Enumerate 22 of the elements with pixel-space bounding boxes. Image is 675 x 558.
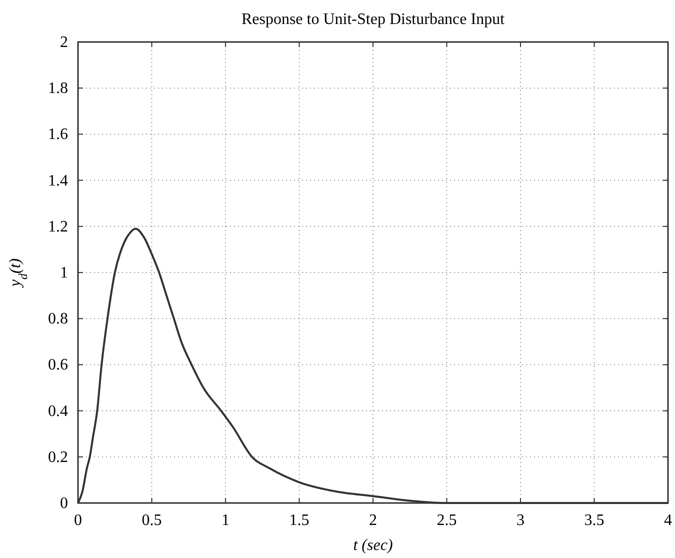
y-tick-label: 0.8 xyxy=(48,310,68,328)
x-tick-label: 4 xyxy=(664,512,672,529)
x-tick-label: 3 xyxy=(516,512,524,529)
y-tick-label: 1 xyxy=(60,264,68,282)
x-tick-label: 2 xyxy=(369,512,377,529)
y-tick-label: 0.2 xyxy=(48,448,68,466)
x-axis-title: t (sec) xyxy=(353,537,393,554)
x-tick-label: 1.5 xyxy=(289,512,310,529)
x-tick-label: 0 xyxy=(74,512,82,529)
y-tick-label: 1.8 xyxy=(48,80,68,98)
x-tick-label: 2.5 xyxy=(436,512,457,529)
y-tick-label: 0.6 xyxy=(48,356,68,374)
y-tick-label: 0 xyxy=(60,495,68,512)
y-tick-label: 1.6 xyxy=(48,126,68,144)
y-tick-label: 1.2 xyxy=(48,218,68,236)
y-tick-label: 2 xyxy=(60,34,68,51)
chart-title: Response to Unit-Step Disturbance Input xyxy=(241,11,506,28)
y-tick-label: 0.4 xyxy=(48,402,68,420)
x-tick-label: 3.5 xyxy=(584,512,604,529)
x-tick-label: 1 xyxy=(222,512,230,529)
y-tick-label: 1.4 xyxy=(48,172,68,190)
x-tick-label: 0.5 xyxy=(142,512,162,529)
